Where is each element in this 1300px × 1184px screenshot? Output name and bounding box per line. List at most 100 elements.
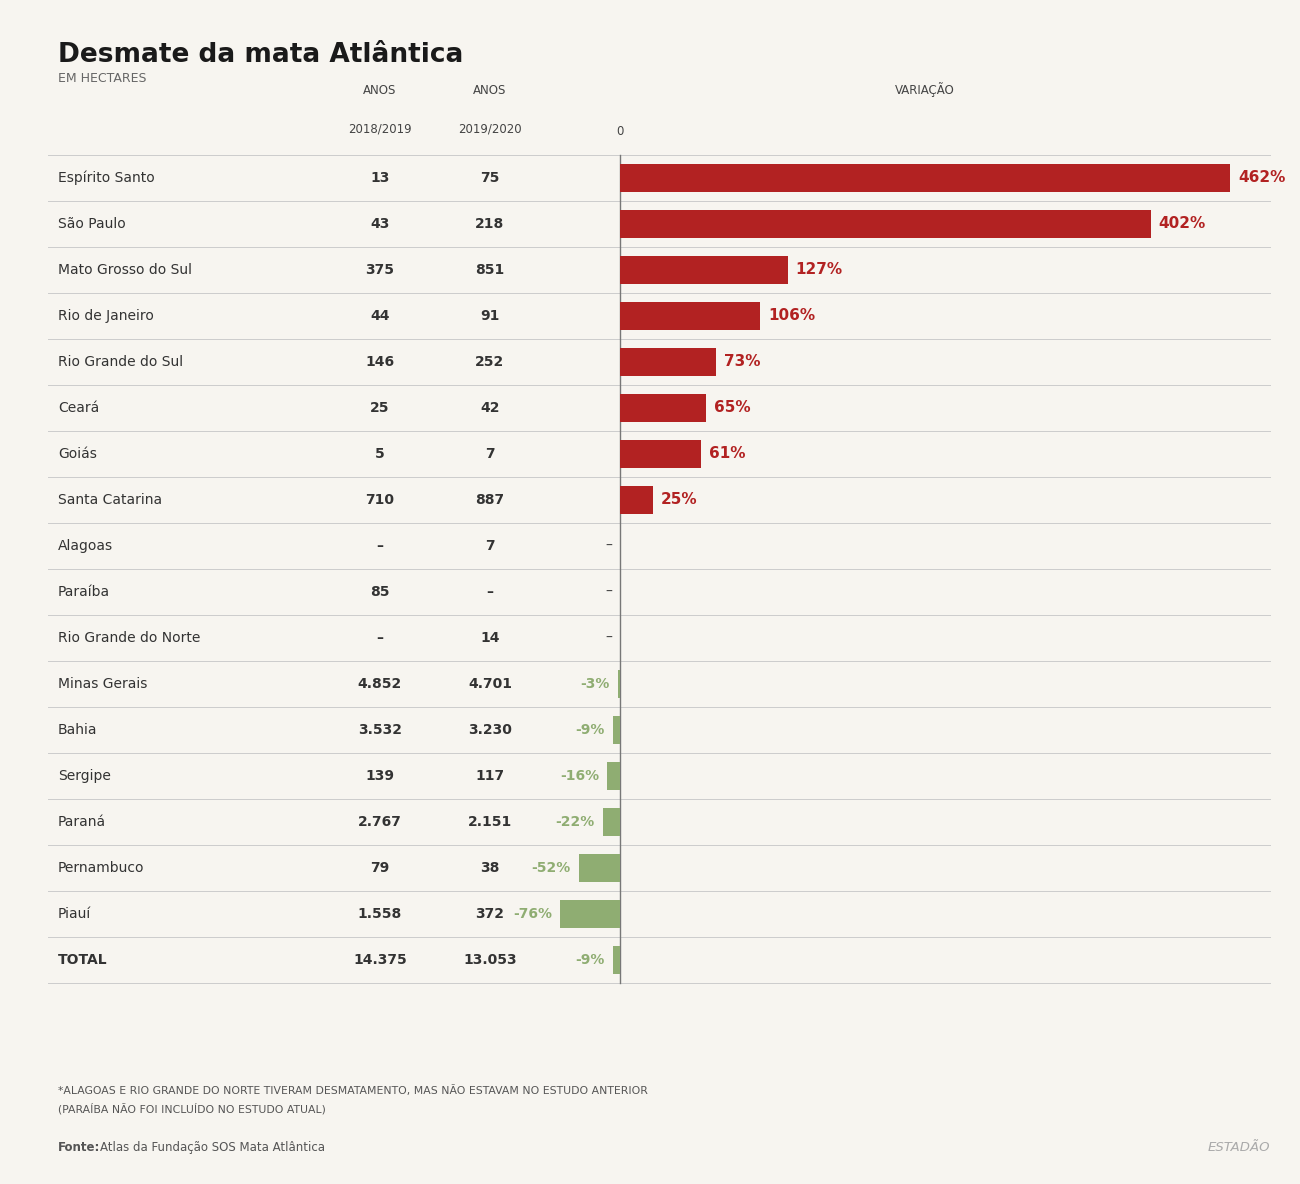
Text: 710: 710 [365, 493, 394, 507]
Text: 375: 375 [365, 263, 394, 277]
Text: 43: 43 [370, 217, 390, 231]
Text: 146: 146 [365, 355, 395, 369]
Text: 0: 0 [616, 126, 624, 139]
Text: -76%: -76% [514, 907, 552, 921]
Text: 462%: 462% [1238, 170, 1286, 186]
Text: ESTADÃO: ESTADÃO [1208, 1141, 1270, 1154]
Text: Bahia: Bahia [58, 723, 98, 736]
Text: Rio Grande do Sul: Rio Grande do Sul [58, 355, 183, 369]
Text: 75: 75 [480, 170, 499, 185]
Bar [620, 394, 706, 423]
Text: 2.151: 2.151 [468, 815, 512, 829]
Text: Goiás: Goiás [58, 448, 98, 461]
Text: Santa Catarina: Santa Catarina [58, 493, 162, 507]
Text: 851: 851 [476, 263, 504, 277]
Text: Sergipe: Sergipe [58, 768, 110, 783]
Text: 14.375: 14.375 [354, 953, 407, 967]
Text: –: – [486, 585, 494, 599]
Bar [560, 900, 620, 928]
Text: -9%: -9% [576, 723, 604, 736]
Text: –: – [377, 539, 384, 553]
Bar [620, 348, 716, 377]
Text: 372: 372 [476, 907, 504, 921]
Text: -3%: -3% [580, 677, 610, 691]
Text: 117: 117 [476, 768, 504, 783]
Text: Rio Grande do Norte: Rio Grande do Norte [58, 631, 200, 645]
Text: Espírito Santo: Espírito Santo [58, 170, 155, 185]
Bar [612, 946, 620, 974]
Text: 73%: 73% [724, 354, 760, 369]
Text: -9%: -9% [576, 953, 604, 967]
Text: -52%: -52% [532, 861, 571, 875]
Bar [620, 256, 788, 284]
Text: 42: 42 [480, 401, 499, 416]
Text: 252: 252 [476, 355, 504, 369]
Bar [607, 761, 620, 790]
Text: Ceará: Ceará [58, 401, 99, 416]
Text: 7: 7 [485, 539, 495, 553]
Text: Atlas da Fundação SOS Mata Atlântica: Atlas da Fundação SOS Mata Atlântica [100, 1141, 325, 1154]
Text: 14: 14 [480, 631, 499, 645]
Text: 25: 25 [370, 401, 390, 416]
Text: 139: 139 [365, 768, 394, 783]
Text: 85: 85 [370, 585, 390, 599]
Text: Minas Gerais: Minas Gerais [58, 677, 147, 691]
Text: –: – [604, 585, 612, 599]
Text: *ALAGOAS E RIO GRANDE DO NORTE TIVERAM DESMATAMENTO, MAS NÃO ESTAVAM NO ESTUDO A: *ALAGOAS E RIO GRANDE DO NORTE TIVERAM D… [58, 1085, 647, 1096]
Bar [620, 163, 1230, 192]
Text: 402%: 402% [1158, 217, 1206, 232]
Text: Desmate da mata Atlântica: Desmate da mata Atlântica [58, 41, 463, 67]
Text: EM HECTARES: EM HECTARES [58, 72, 147, 85]
Text: 127%: 127% [796, 263, 842, 277]
Text: 2019/2020: 2019/2020 [458, 122, 521, 135]
Text: -22%: -22% [555, 815, 594, 829]
Text: Paraíba: Paraíba [58, 585, 110, 599]
Text: Paraná: Paraná [58, 815, 107, 829]
Text: 13.053: 13.053 [463, 953, 517, 967]
Text: –: – [604, 631, 612, 645]
Text: 4.701: 4.701 [468, 677, 512, 691]
Text: 38: 38 [480, 861, 499, 875]
Text: ANOS: ANOS [473, 84, 507, 97]
Text: 5: 5 [376, 448, 385, 461]
Text: 3.230: 3.230 [468, 723, 512, 736]
Text: 44: 44 [370, 309, 390, 323]
Text: Piauí: Piauí [58, 907, 91, 921]
Text: ANOS: ANOS [363, 84, 396, 97]
Text: 887: 887 [476, 493, 504, 507]
Text: 1.558: 1.558 [358, 907, 402, 921]
Bar [620, 439, 701, 468]
Text: (PARAÍBA NÃO FOI INCLUÍDO NO ESTUDO ATUAL): (PARAÍBA NÃO FOI INCLUÍDO NO ESTUDO ATUA… [58, 1102, 326, 1114]
Text: Rio de Janeiro: Rio de Janeiro [58, 309, 153, 323]
Bar [603, 807, 620, 836]
Text: 91: 91 [480, 309, 499, 323]
Text: VARIAÇÃO: VARIAÇÃO [896, 82, 956, 97]
Bar [612, 716, 620, 745]
Text: São Paulo: São Paulo [58, 217, 126, 231]
Text: -16%: -16% [560, 768, 599, 783]
Text: Pernambuco: Pernambuco [58, 861, 144, 875]
Text: 2018/2019: 2018/2019 [348, 122, 412, 135]
Bar [620, 485, 653, 514]
Text: 79: 79 [370, 861, 390, 875]
Text: 61%: 61% [708, 446, 745, 462]
Text: 65%: 65% [714, 400, 750, 416]
Text: 4.852: 4.852 [358, 677, 402, 691]
Bar [620, 302, 760, 330]
Text: –: – [377, 631, 384, 645]
Text: Mato Grosso do Sul: Mato Grosso do Sul [58, 263, 192, 277]
Text: 2.767: 2.767 [358, 815, 402, 829]
Bar [620, 210, 1150, 238]
Text: 218: 218 [476, 217, 504, 231]
Text: 7: 7 [485, 448, 495, 461]
Bar [618, 670, 620, 699]
Text: Fonte:: Fonte: [58, 1141, 100, 1154]
Text: Alagoas: Alagoas [58, 539, 113, 553]
Text: 3.532: 3.532 [358, 723, 402, 736]
Text: 13: 13 [370, 170, 390, 185]
Text: 106%: 106% [768, 309, 815, 323]
Bar [578, 854, 620, 882]
Text: TOTAL: TOTAL [58, 953, 108, 967]
Text: 25%: 25% [660, 493, 698, 508]
Text: –: – [604, 539, 612, 553]
